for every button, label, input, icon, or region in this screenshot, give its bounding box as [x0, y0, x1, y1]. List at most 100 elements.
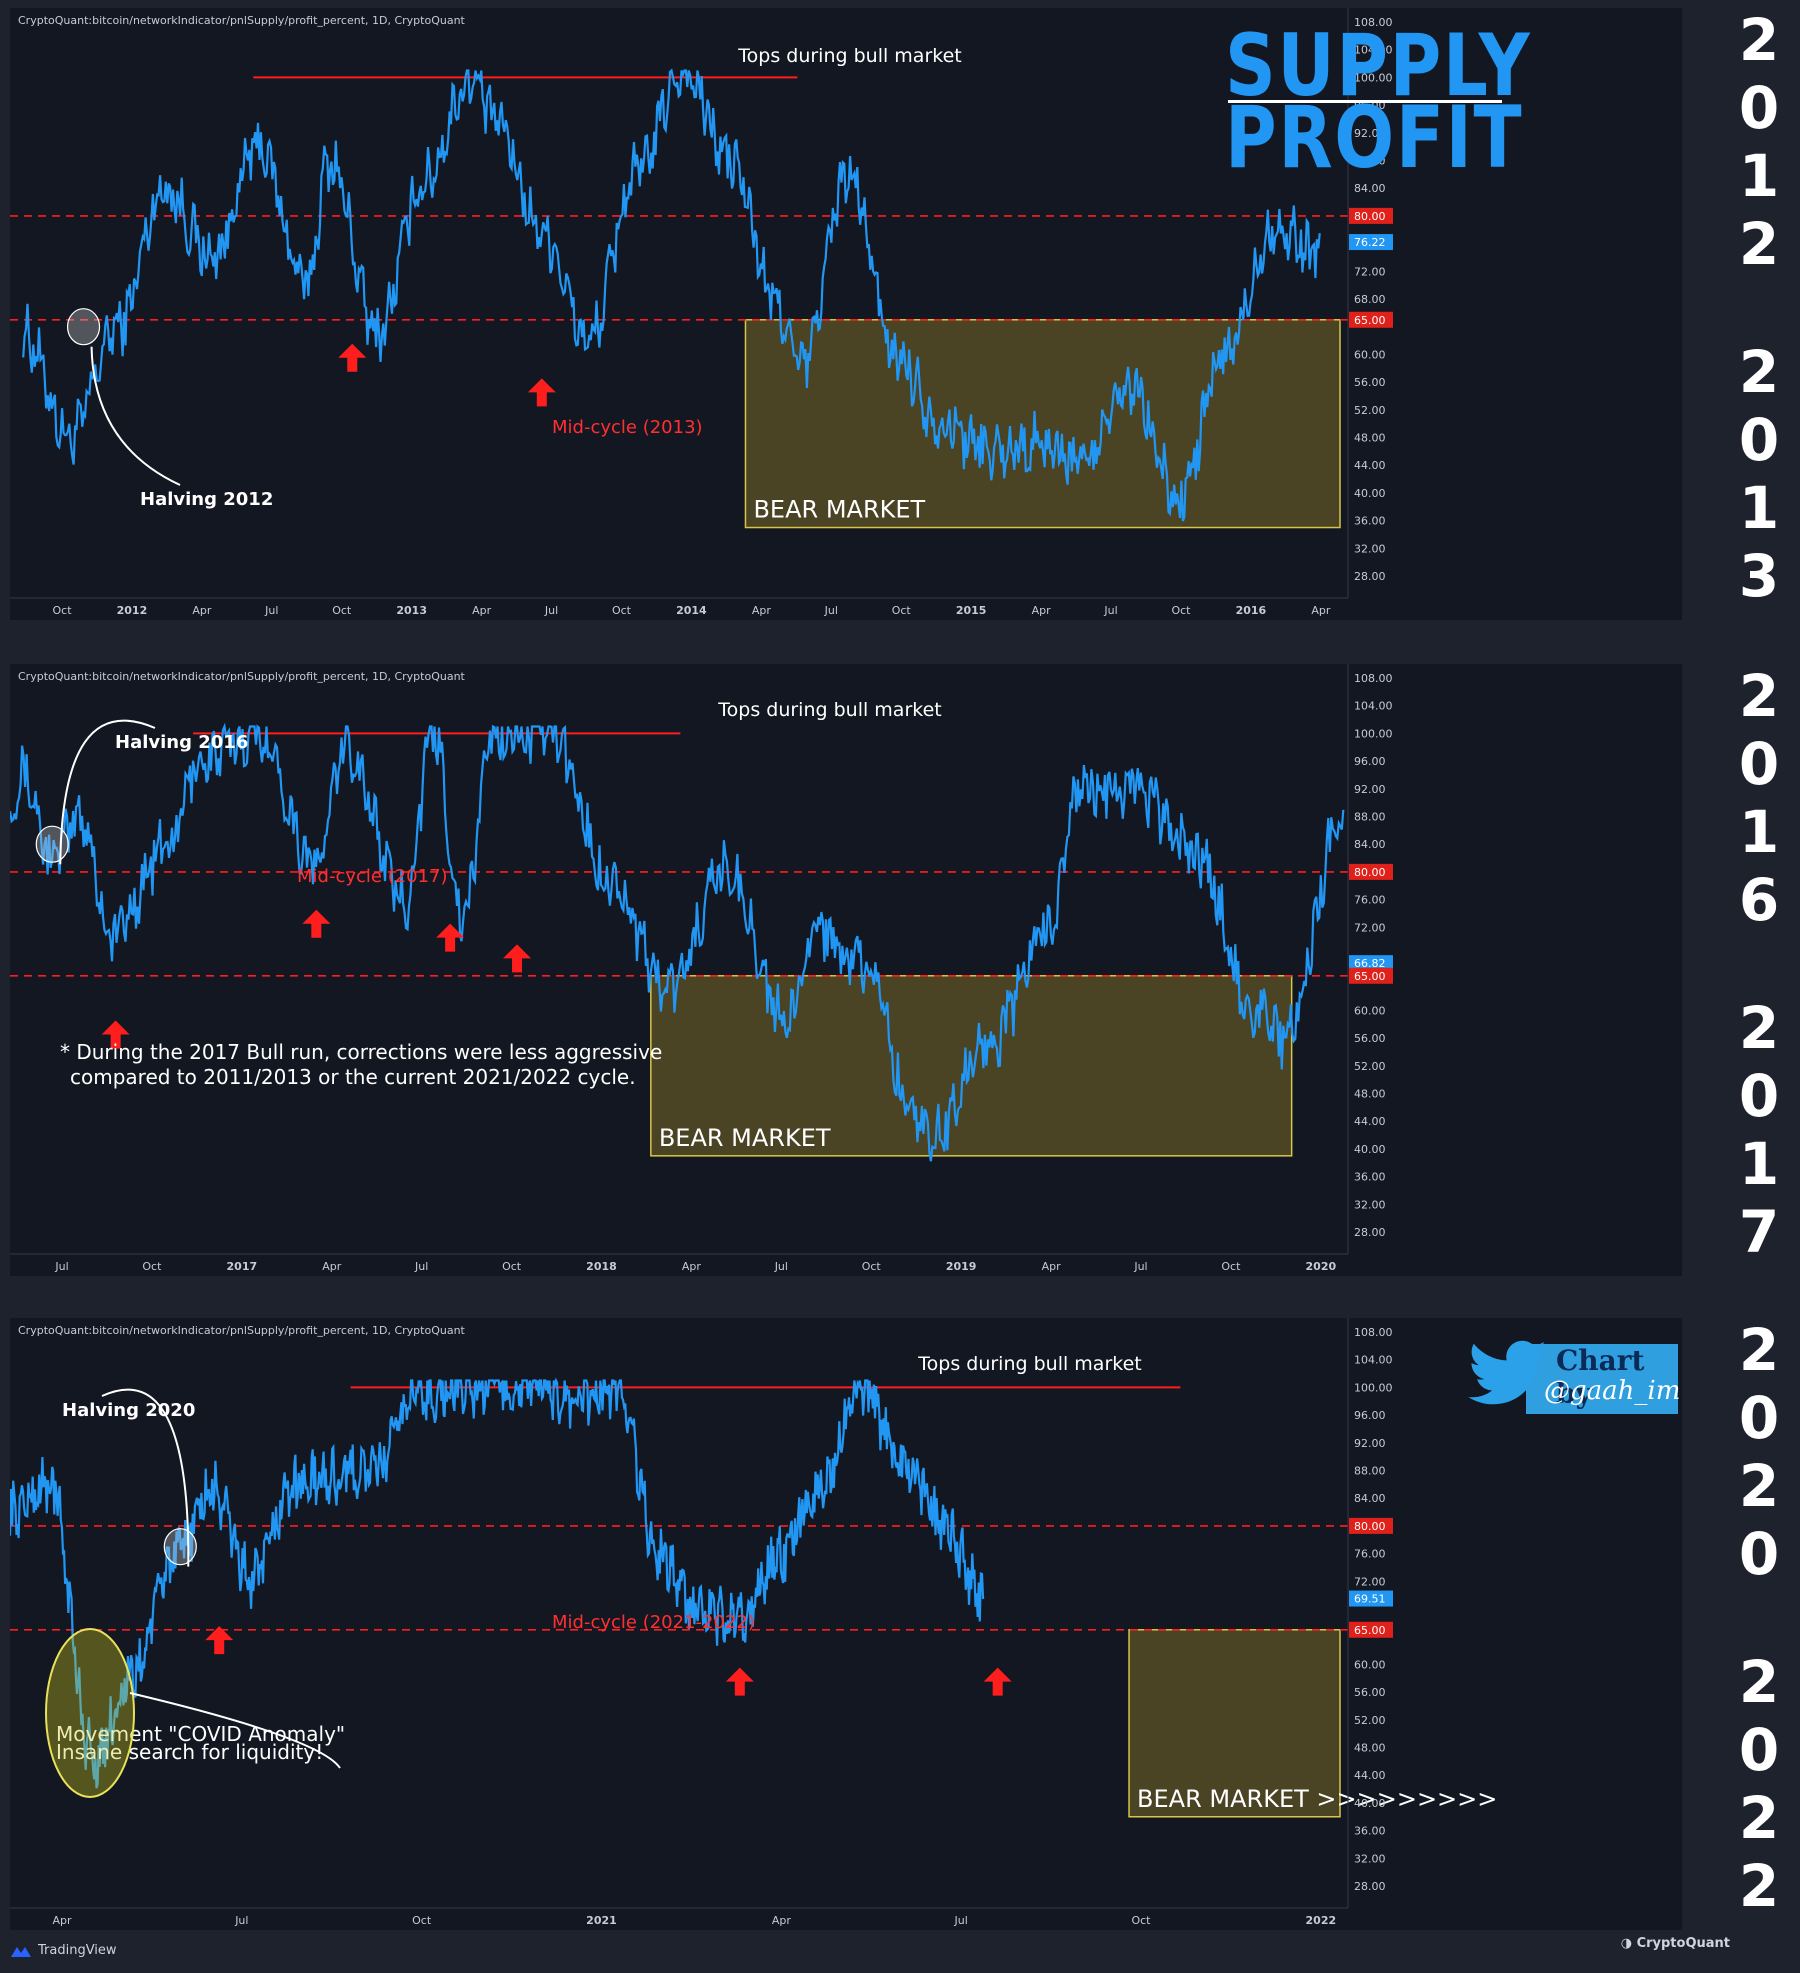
bear-market-label: BEAR MARKET [753, 496, 925, 524]
y-tick-label: 44.00 [1354, 1115, 1386, 1128]
y-tick-label: 36.00 [1354, 1825, 1386, 1838]
y-tick-label: 56.00 [1354, 376, 1386, 389]
y-tick-label: 104.00 [1354, 44, 1393, 57]
x-tick-label: Oct [1171, 604, 1191, 617]
x-tick-label: Oct [502, 1260, 522, 1273]
y-tick-label: 60.00 [1354, 1658, 1386, 1671]
y-tick-label: 76.00 [1354, 1548, 1386, 1561]
x-tick-label: Apr [52, 1914, 72, 1927]
tradingview-logo[interactable]: TradingView [10, 1932, 117, 1969]
y-tick-label: 52.00 [1354, 404, 1386, 417]
y-tick-label: 60.00 [1354, 348, 1386, 361]
mid-cycle-label: Mid-cycle (2021-2022) [552, 1612, 755, 1633]
halving-label: Halving 2016 [115, 732, 248, 753]
y-tick-label: 44.00 [1354, 459, 1386, 472]
y-tick-label: 104.00 [1354, 700, 1393, 713]
year-digit: 2 [1738, 1648, 1780, 1716]
source-label: CryptoQuant:bitcoin/networkIndicator/pnl… [18, 1324, 465, 1337]
halving-marker [66, 308, 101, 346]
y-tick-label: 36.00 [1354, 515, 1386, 528]
year-digit: 6 [1738, 866, 1780, 934]
y-tick-label: 65.00 [1354, 970, 1386, 983]
mid-cycle-label: Mid-cycle (2013) [552, 417, 703, 438]
badge-line-2: @gaah_im [1544, 1376, 1681, 1406]
x-tick-label: Apr [322, 1260, 342, 1273]
y-tick-label: 72.00 [1354, 921, 1386, 934]
x-tick-label: 2020 [1306, 1260, 1337, 1273]
y-tick-badge [1349, 234, 1393, 251]
y-tick-label: 28.00 [1354, 570, 1386, 583]
halving-arrow [59, 719, 156, 865]
year-digit: 0 [1738, 1520, 1780, 1588]
bear-market-box [1128, 1629, 1341, 1818]
x-tick-label: Jul [774, 1260, 788, 1273]
series-line [10, 722, 1345, 1162]
tradingview-icon [11, 1946, 31, 1957]
y-tick-badge [1349, 1621, 1393, 1638]
year-digit [1718, 1588, 1800, 1648]
y-tick-label: 80.00 [1354, 866, 1386, 879]
y-tick-label: 88.00 [1354, 811, 1386, 824]
mid-cycle-label: Mid-cycle (2017) [297, 866, 448, 887]
y-tick-badge [1349, 1517, 1393, 1534]
x-tick-label: Jul [954, 1914, 968, 1927]
y-tick-label: 100.00 [1354, 1381, 1393, 1394]
series-line [10, 1377, 985, 1789]
y-tick-label: 66.82 [1354, 957, 1386, 970]
x-tick-label: Apr [1042, 1260, 1062, 1273]
y-tick-label: 108.00 [1354, 1326, 1393, 1339]
year-digit: 2 [1738, 1852, 1780, 1920]
y-tick-label: 100.00 [1354, 71, 1393, 84]
y-tick-label: 40.00 [1354, 1143, 1386, 1156]
y-tick-label: 104.00 [1354, 1354, 1393, 1367]
x-tick-label: Oct [142, 1260, 162, 1273]
y-tick-label: 72.00 [1354, 1575, 1386, 1588]
x-tick-label: Jul [544, 604, 558, 617]
y-tick-label: 32.00 [1354, 1198, 1386, 1211]
year-digit: 2 [1738, 210, 1780, 278]
chart-2016-2017: Tops during bull market Halving 2016 Mid-c… [10, 664, 1393, 1273]
y-tick-label: 108.00 [1354, 16, 1393, 29]
year-digit: 0 [1738, 1716, 1780, 1784]
tops-label: Tops during bull market [717, 699, 941, 721]
x-tick-label: Jul [414, 1260, 428, 1273]
y-tick-label: 84.00 [1354, 1492, 1386, 1505]
tradingview-label: TradingView [38, 1943, 117, 1958]
note-label: compared to 2011/2013 or the current 202… [70, 1065, 636, 1089]
y-tick-label: 76.22 [1354, 236, 1386, 249]
supply-profit-title: SUPPLY PROFIT [1225, 23, 1531, 181]
y-tick-label: 40.00 [1354, 1797, 1386, 1810]
badge-box [1526, 1344, 1678, 1414]
y-tick-badge [1349, 311, 1393, 328]
cryptoquant-icon: ◑ [1620, 1936, 1633, 1951]
y-tick-label: 40.00 [1354, 487, 1386, 500]
bear-market-label: BEAR MARKET >>>>>>>>> [1137, 1785, 1497, 1813]
x-tick-label: Apr [682, 1260, 702, 1273]
year-digit: 1 [1738, 798, 1780, 866]
tops-label: Tops during bull market [917, 1353, 1141, 1375]
y-tick-label: 52.00 [1354, 1060, 1386, 1073]
y-tick-label: 92.00 [1354, 127, 1386, 140]
year-digit: 7 [1738, 1198, 1780, 1266]
cryptoquant-logo[interactable]: ◑ CryptoQuant [1621, 1936, 1730, 1973]
y-tick-label: 48.00 [1354, 1088, 1386, 1101]
covid-arrow [129, 1692, 341, 1769]
y-tick-label: 76.00 [1354, 894, 1386, 907]
x-tick-label: Jul [234, 1914, 248, 1927]
halving-arrow [90, 346, 181, 486]
red-up-arrow [725, 1667, 754, 1696]
year-digit: 2 [1738, 338, 1780, 406]
chart-2020-2022: Tops during bull market Halving 2020 Mid-c… [10, 1318, 1497, 1927]
year-digit: 1 [1738, 1130, 1780, 1198]
chart-panel-2020-2022: Tops during bull market Halving 2020 Mid-c… [10, 1318, 1682, 1930]
halving-label: Halving 2012 [140, 489, 273, 510]
red-up-arrow [436, 923, 465, 952]
y-tick-label: 72.00 [1354, 265, 1386, 278]
chart-2012-2013: Tops during bull market Halving 2012 Mid-c… [10, 8, 1393, 617]
y-tick-badge [1349, 863, 1393, 880]
x-tick-label: Oct [332, 604, 352, 617]
x-tick-label: Jul [824, 604, 838, 617]
